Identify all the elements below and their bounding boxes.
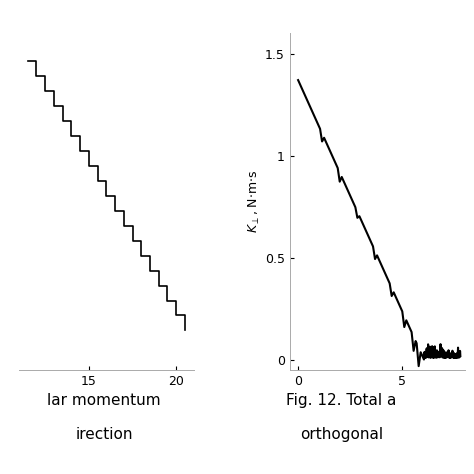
Text: Fig. 12. Total a: Fig. 12. Total a [286,393,396,409]
Text: lar momentum: lar momentum [47,393,161,409]
Y-axis label: $K_{\perp}$, N$\cdot$m$\cdot$s: $K_{\perp}$, N$\cdot$m$\cdot$s [247,170,262,233]
Text: irection: irection [75,427,133,442]
Text: orthogonal: orthogonal [300,427,383,442]
